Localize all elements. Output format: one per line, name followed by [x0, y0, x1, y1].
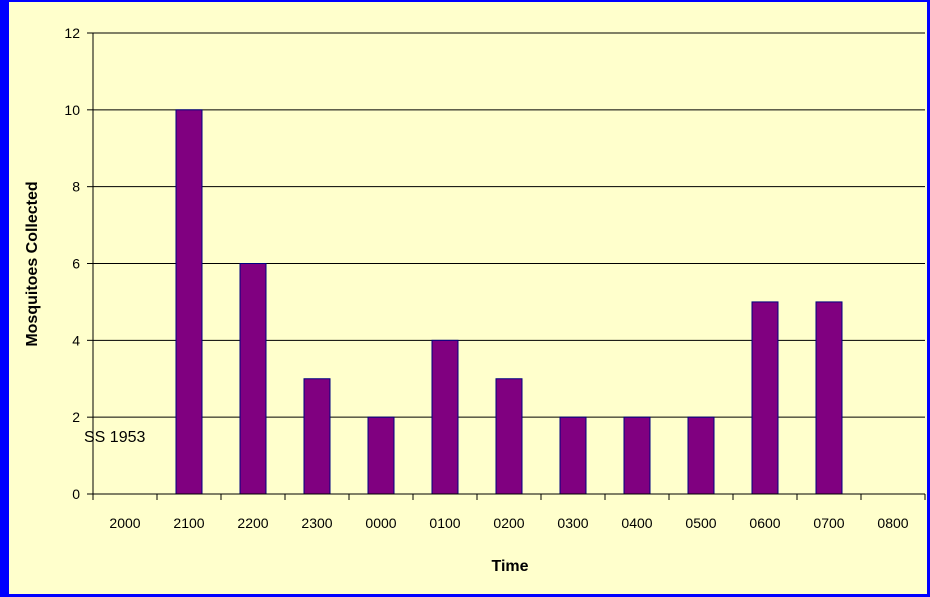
bar-0100	[431, 339, 459, 495]
bar-0400	[623, 416, 651, 495]
bar-2300	[303, 378, 331, 495]
bar-0600	[751, 301, 779, 495]
x-tick-label: 0700	[813, 515, 844, 531]
y-tick-label: 10	[64, 102, 80, 118]
x-tick-label: 0300	[557, 515, 588, 531]
x-axis-title: Time	[491, 558, 528, 575]
bar-2200	[239, 263, 267, 495]
bar-0700	[815, 301, 843, 495]
x-tick-label: 0800	[877, 515, 908, 531]
x-tick-label: 0000	[365, 515, 396, 531]
x-tick-label: 2200	[237, 515, 268, 531]
bars	[175, 109, 843, 495]
y-axis-title: Mosquitoes Collected	[24, 181, 41, 346]
y-tick-label: 2	[72, 409, 80, 425]
bar-2100	[175, 109, 203, 495]
x-tick-label: 0600	[749, 515, 780, 531]
x-tick-label: 2100	[173, 515, 204, 531]
bar-0200	[495, 378, 523, 495]
bar-0000	[367, 416, 395, 495]
y-tick-label: 6	[72, 256, 80, 272]
x-tick-label: 0500	[685, 515, 716, 531]
tick-labels: 0 2 4 6 8 10 12 2000 2100 2200 2300 0000 0100 0200 030…	[64, 25, 908, 531]
bar-0500	[687, 416, 715, 495]
x-tick-label: 2300	[301, 515, 332, 531]
x-tick-label: 0100	[429, 515, 460, 531]
y-tick-label: 4	[72, 332, 80, 348]
x-tick-label: 0200	[493, 515, 524, 531]
y-tick-label: 8	[72, 179, 80, 195]
gridlines	[93, 32, 925, 418]
axes	[87, 32, 926, 500]
annotation-label: SS 1953	[84, 429, 145, 446]
y-tick-label: 12	[64, 25, 80, 41]
x-tick-label: 0400	[621, 515, 652, 531]
y-tick-label: 0	[72, 486, 80, 502]
bar-0300	[559, 416, 587, 495]
x-tick-label: 2000	[109, 515, 140, 531]
